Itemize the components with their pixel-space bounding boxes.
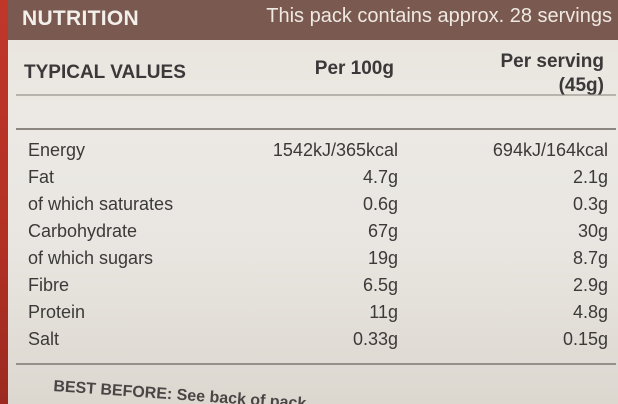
per-serving-heading-line1: Per serving — [500, 51, 605, 72]
nutrient-name: of which sugars — [28, 248, 154, 268]
per-serving-heading: Per serving (45g) — [501, 50, 605, 98]
table-row: Carbohydrate 67g 30g — [8, 221, 618, 247]
per-100g-heading: Per 100g — [314, 58, 394, 79]
nutrition-title: NUTRITION — [22, 7, 140, 30]
per-serving-value: 2.1g — [572, 167, 608, 187]
table-row: Energy 1542kJ/365kcal 694kJ/164kcal — [8, 140, 618, 166]
nutrient-name: Salt — [28, 329, 60, 349]
table-row: Protein 11g 4.8g — [8, 302, 618, 328]
nutrient-name: Fat — [28, 167, 55, 187]
typical-values-heading: TYPICAL VALUES — [24, 62, 186, 83]
per-100g-value: 67g — [367, 221, 398, 241]
table-row: Fat 4.7g 2.1g — [8, 167, 618, 193]
per-100g-value: 4.7g — [362, 167, 398, 187]
per-100g-value: 6.5g — [362, 275, 398, 295]
nutrient-name: Protein — [28, 302, 86, 322]
per-100g-value: 11g — [369, 302, 398, 322]
per-serving-value: 4.8g — [572, 302, 608, 322]
servings-note: This pack contains approx. 28 servings — [266, 5, 612, 27]
top-divider — [16, 94, 616, 96]
per-100g-value: 0.33g — [352, 329, 398, 349]
table-row: of which sugars 19g 8.7g — [8, 248, 618, 274]
per-serving-value: 0.3g — [572, 194, 608, 214]
per-100g-value: 1542kJ/365kcal — [272, 140, 398, 160]
per-100g-value: 0.6g — [362, 194, 398, 214]
per-100g-value: 19g — [367, 248, 398, 268]
header-divider — [16, 128, 616, 130]
nutrient-name: Energy — [28, 140, 86, 160]
nutrient-name: of which saturates — [28, 194, 174, 214]
best-before-note: BEST BEFORE: See back of pack — [52, 378, 307, 404]
header-band: NUTRITION This pack contains approx. 28 … — [8, 0, 618, 40]
per-serving-value: 2.9g — [572, 275, 608, 295]
per-serving-heading-line2: (45g) — [558, 75, 604, 96]
per-serving-value: 0.15g — [562, 329, 608, 349]
per-serving-value: 30g — [577, 221, 608, 241]
per-serving-value: 8.7g — [572, 248, 608, 268]
nutrient-name: Carbohydrate — [28, 221, 138, 241]
table-row: Salt 0.33g 0.15g — [8, 329, 618, 355]
nutrition-label: NUTRITION This pack contains approx. 28 … — [8, 0, 618, 404]
bottom-divider — [16, 363, 616, 365]
nutrient-name: Fibre — [28, 275, 70, 295]
per-serving-value: 694kJ/164kcal — [492, 140, 608, 160]
table-row: Fibre 6.5g 2.9g — [8, 275, 618, 301]
table-row: of which saturates 0.6g 0.3g — [8, 194, 618, 220]
